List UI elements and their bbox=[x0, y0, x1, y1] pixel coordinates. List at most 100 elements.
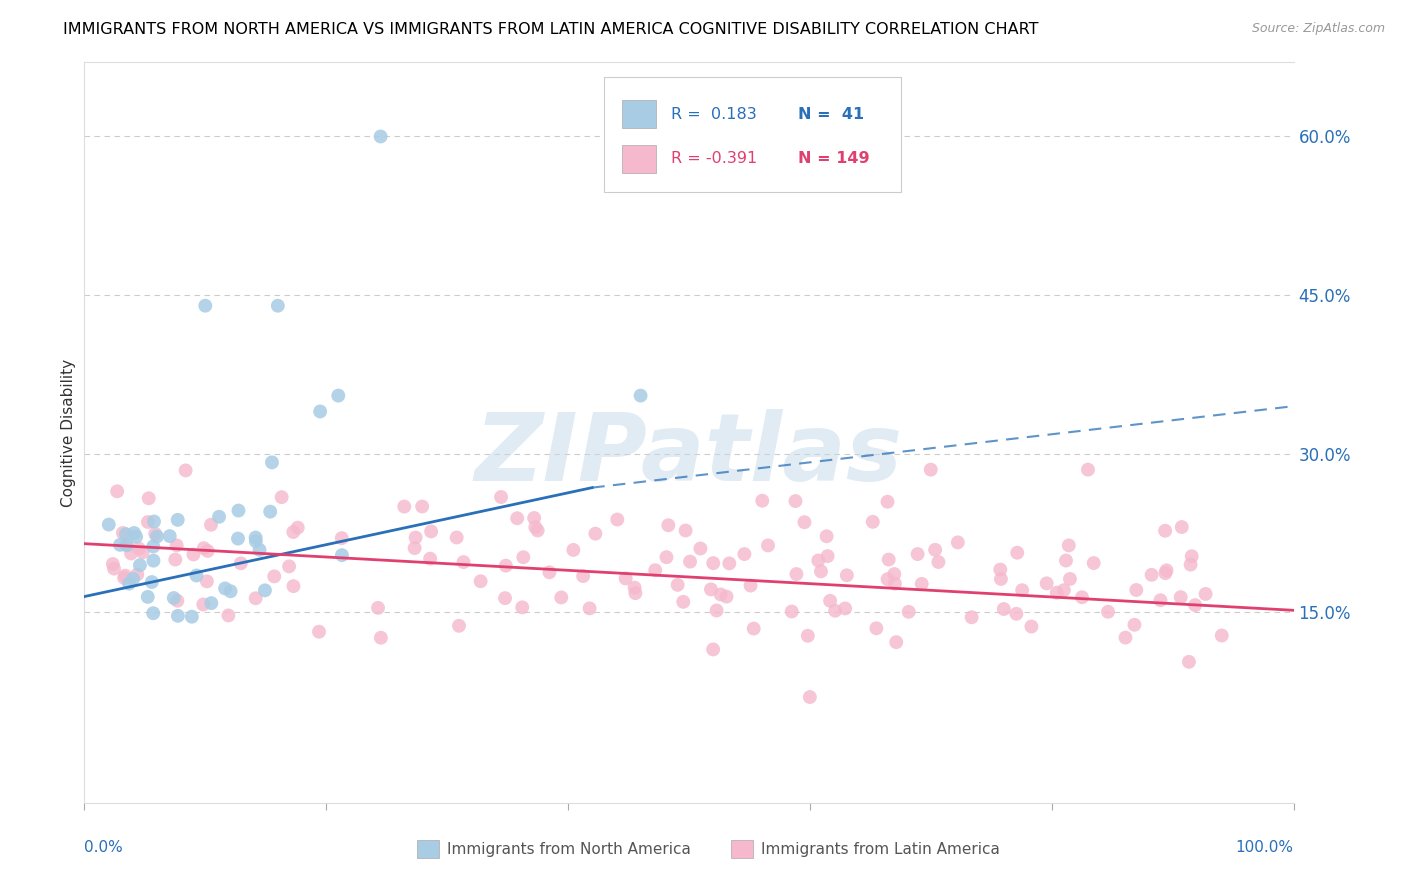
Point bbox=[1059, 572, 1081, 586]
Point bbox=[907, 547, 929, 561]
Point bbox=[330, 548, 353, 562]
Point bbox=[193, 598, 215, 612]
Point bbox=[453, 555, 475, 569]
Point bbox=[115, 538, 138, 552]
Point bbox=[657, 518, 679, 533]
Point bbox=[810, 565, 832, 579]
Point bbox=[447, 619, 470, 633]
Point bbox=[328, 389, 350, 403]
Point bbox=[1054, 553, 1077, 567]
Point bbox=[309, 404, 332, 418]
Point bbox=[229, 557, 252, 571]
Point bbox=[572, 569, 595, 583]
Point bbox=[1171, 520, 1194, 534]
Point bbox=[510, 600, 533, 615]
Point bbox=[920, 462, 942, 476]
Point bbox=[267, 299, 290, 313]
Point bbox=[865, 621, 887, 635]
Point bbox=[815, 529, 838, 543]
FancyBboxPatch shape bbox=[623, 145, 657, 173]
Text: 0.0%: 0.0% bbox=[84, 840, 124, 855]
Point bbox=[862, 515, 884, 529]
Point bbox=[924, 542, 946, 557]
Point bbox=[672, 595, 695, 609]
Point bbox=[494, 591, 516, 606]
Point bbox=[97, 517, 120, 532]
Point bbox=[142, 606, 165, 620]
Point bbox=[136, 590, 159, 604]
Point bbox=[166, 513, 188, 527]
Point bbox=[799, 690, 821, 704]
Point bbox=[1011, 583, 1033, 598]
Point bbox=[700, 582, 723, 597]
Point bbox=[245, 534, 267, 549]
Point bbox=[283, 524, 305, 539]
Point bbox=[195, 574, 218, 589]
Point bbox=[606, 512, 628, 526]
Point bbox=[1181, 549, 1204, 564]
Point bbox=[411, 500, 433, 514]
Point bbox=[129, 558, 152, 573]
Text: N = 149: N = 149 bbox=[797, 151, 869, 166]
Point bbox=[115, 527, 138, 541]
Point bbox=[818, 594, 841, 608]
Point bbox=[1097, 605, 1119, 619]
Point bbox=[1071, 591, 1094, 605]
Point bbox=[1005, 546, 1028, 560]
Point bbox=[623, 581, 645, 595]
Point bbox=[132, 545, 155, 559]
Point bbox=[122, 526, 145, 541]
Point bbox=[524, 520, 547, 534]
Point bbox=[214, 582, 236, 596]
Point bbox=[740, 578, 762, 592]
Point bbox=[420, 524, 443, 539]
Point bbox=[785, 567, 807, 582]
Point bbox=[793, 515, 815, 529]
Point bbox=[1057, 538, 1080, 552]
Text: IMMIGRANTS FROM NORTH AMERICA VS IMMIGRANTS FROM LATIN AMERICA COGNITIVE DISABIL: IMMIGRANTS FROM NORTH AMERICA VS IMMIGRA… bbox=[63, 22, 1039, 37]
Point bbox=[679, 555, 702, 569]
Point bbox=[807, 553, 830, 567]
Point bbox=[824, 604, 846, 618]
Point bbox=[835, 568, 858, 582]
Point bbox=[180, 609, 202, 624]
Point bbox=[197, 544, 219, 558]
Point bbox=[370, 631, 392, 645]
Point bbox=[245, 531, 267, 545]
Point bbox=[183, 548, 205, 562]
Point bbox=[446, 531, 468, 545]
Point bbox=[526, 524, 548, 538]
Point bbox=[394, 500, 416, 514]
Point bbox=[495, 558, 517, 573]
Text: R = -0.391: R = -0.391 bbox=[671, 151, 756, 166]
Point bbox=[689, 541, 711, 556]
Point bbox=[263, 569, 285, 583]
Point bbox=[733, 547, 755, 561]
Point bbox=[283, 579, 305, 593]
FancyBboxPatch shape bbox=[418, 840, 439, 858]
Text: ZIPatlas: ZIPatlas bbox=[475, 409, 903, 500]
FancyBboxPatch shape bbox=[623, 100, 657, 128]
Point bbox=[1178, 655, 1201, 669]
Point bbox=[253, 583, 276, 598]
Point bbox=[1170, 590, 1192, 604]
Point bbox=[990, 572, 1012, 586]
Point bbox=[666, 578, 689, 592]
Point bbox=[1083, 556, 1105, 570]
Point bbox=[877, 552, 900, 566]
Text: Immigrants from North America: Immigrants from North America bbox=[447, 842, 690, 857]
Point bbox=[780, 605, 803, 619]
Point bbox=[1140, 567, 1163, 582]
Text: Immigrants from Latin America: Immigrants from Latin America bbox=[762, 842, 1000, 857]
Point bbox=[538, 566, 561, 580]
Point bbox=[259, 505, 281, 519]
Point bbox=[200, 517, 222, 532]
Point bbox=[105, 484, 128, 499]
Point bbox=[166, 593, 188, 607]
Point bbox=[716, 590, 738, 604]
Point bbox=[706, 603, 728, 617]
Point bbox=[756, 539, 779, 553]
Point bbox=[208, 509, 231, 524]
Point bbox=[644, 563, 666, 577]
Point bbox=[142, 554, 165, 568]
